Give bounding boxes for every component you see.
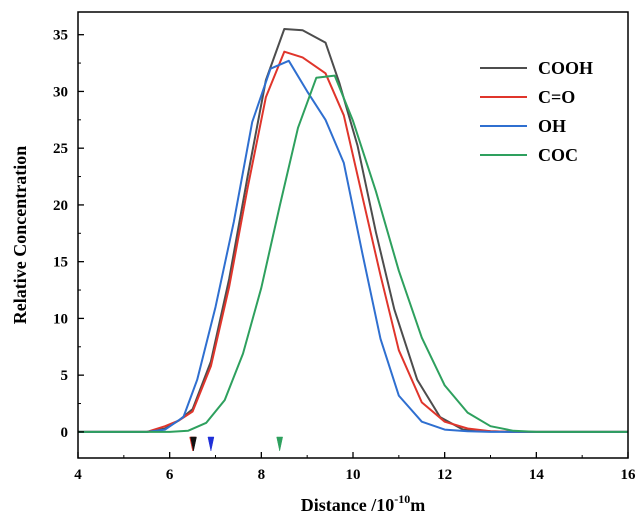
x-axis-ticks: 4 6 8 10 12 14 16 [74, 452, 636, 483]
plot-frame [77, 11, 629, 459]
x-axis-title-exponent: -10 [394, 492, 410, 506]
legend-label: OH [538, 116, 566, 136]
y-tick-label: 30 [53, 84, 68, 100]
y-axis-ticks: 0 5 10 15 20 25 30 35 [53, 28, 84, 441]
x-tick-label: 16 [621, 467, 637, 483]
x-axis-title-unit: m [410, 495, 425, 515]
peak-marker-triangle [276, 436, 283, 452]
legend: COOH C=O OH COC [480, 58, 593, 165]
x-axis-title-main: Distance /10 [301, 495, 395, 515]
y-tick-label: 15 [53, 255, 68, 271]
y-tick-label: 25 [53, 141, 68, 157]
peak-marker-triangle [190, 436, 197, 452]
series-line-c-o [78, 50, 628, 433]
x-tick-label: 12 [437, 467, 452, 483]
x-tick-label: 6 [166, 467, 174, 483]
series-line-oh [78, 59, 628, 433]
y-axis-title: Relative Concentration [10, 146, 30, 324]
x-tick-label: 4 [74, 467, 82, 483]
x-tick-label: 8 [258, 467, 266, 483]
peak-markers [189, 436, 283, 452]
y-tick-label: 10 [53, 311, 68, 327]
x-tick-label: 10 [346, 467, 361, 483]
legend-label: C=O [538, 87, 575, 107]
x-axis-title: Distance /10-10m [301, 492, 426, 515]
peak-marker-triangle [207, 436, 215, 452]
y-tick-label: 20 [53, 198, 68, 214]
series-line-coc [78, 74, 628, 433]
y-tick-label: 35 [53, 28, 68, 44]
legend-label: COC [538, 145, 578, 165]
legend-label: COOH [538, 58, 593, 78]
y-tick-label: 0 [61, 425, 69, 441]
y-tick-label: 5 [61, 368, 69, 384]
plot-lines [78, 28, 628, 433]
x-tick-label: 14 [529, 467, 545, 483]
